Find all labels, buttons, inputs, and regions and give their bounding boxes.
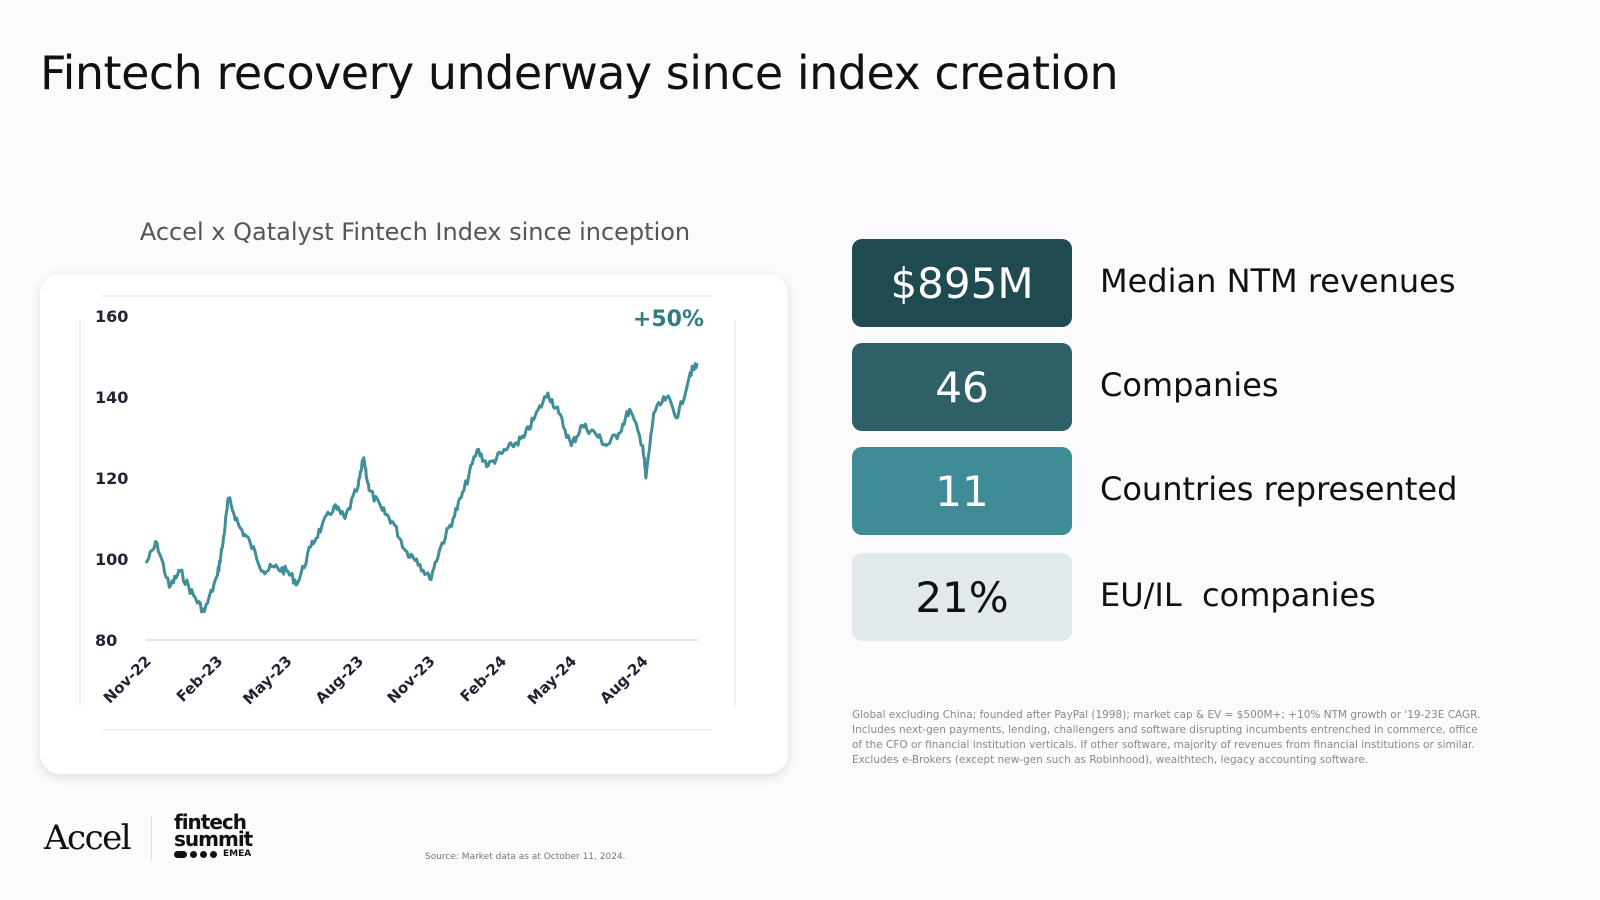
y-tick-label: 160	[95, 307, 128, 326]
x-tick-label: Feb-23	[173, 652, 226, 705]
fintech-logo-line2: summit	[174, 827, 253, 851]
stat-value-countries: 11	[935, 466, 989, 516]
fintech-logo-line1: fintech	[174, 810, 247, 834]
slide-title: Fintech recovery underway since index cr…	[40, 46, 1119, 100]
fintech-summit-logo: fintech summit EMEA	[174, 810, 274, 859]
x-tick-label: Feb-24	[457, 652, 510, 705]
change-annotation: +50%	[633, 307, 704, 332]
stat-value-eu-il: 21%	[915, 572, 1009, 622]
stat-label-countries: Countries represented	[1100, 470, 1458, 508]
stat-box-countries: 11	[852, 447, 1072, 535]
x-tick-label: Nov-23	[384, 652, 439, 707]
fintech-logo-emea: EMEA	[223, 849, 252, 859]
stat-label-eu-il: EU/IL companies	[1100, 576, 1376, 614]
chart-card: +50% 160 140 120 100 80 Nov-22 Feb-23 May-23 Aug…	[40, 274, 788, 774]
fintech-logo-dots: EMEA	[174, 850, 274, 859]
stat-label-companies: Companies	[1100, 366, 1279, 404]
stat-label-revenues: Median NTM revenues	[1100, 262, 1456, 300]
index-series-line	[144, 362, 699, 614]
logo-divider	[151, 816, 152, 860]
stat-box-revenues: $895M	[852, 239, 1072, 327]
stat-box-companies: 46	[852, 343, 1072, 431]
source-note: Source: Market data as at October 11, 20…	[425, 852, 626, 862]
x-tick-label: May-24	[524, 652, 580, 708]
stat-value-revenues: $895M	[890, 258, 1034, 308]
y-tick-label: 80	[95, 631, 117, 650]
x-tick-label: Nov-22	[100, 652, 155, 707]
accel-logo: Accel	[44, 818, 132, 858]
x-tick-label: Aug-23	[312, 652, 367, 707]
chart-heading: Accel x Qatalyst Fintech Index since inc…	[139, 218, 691, 246]
stat-box-eu-il: 21%	[852, 553, 1072, 641]
methodology-footnote: Global excluding China; founded after Pa…	[852, 709, 1481, 766]
y-tick-label: 140	[95, 388, 128, 407]
y-tick-label: 100	[95, 550, 128, 569]
x-tick-label: Aug-24	[596, 652, 651, 707]
x-tick-label: May-23	[239, 652, 295, 708]
stat-value-companies: 46	[935, 362, 989, 412]
index-line-chart: +50% 160 140 120 100 80 Nov-22 Feb-23 May-23 Aug…	[79, 295, 736, 731]
y-tick-label: 120	[95, 469, 128, 488]
